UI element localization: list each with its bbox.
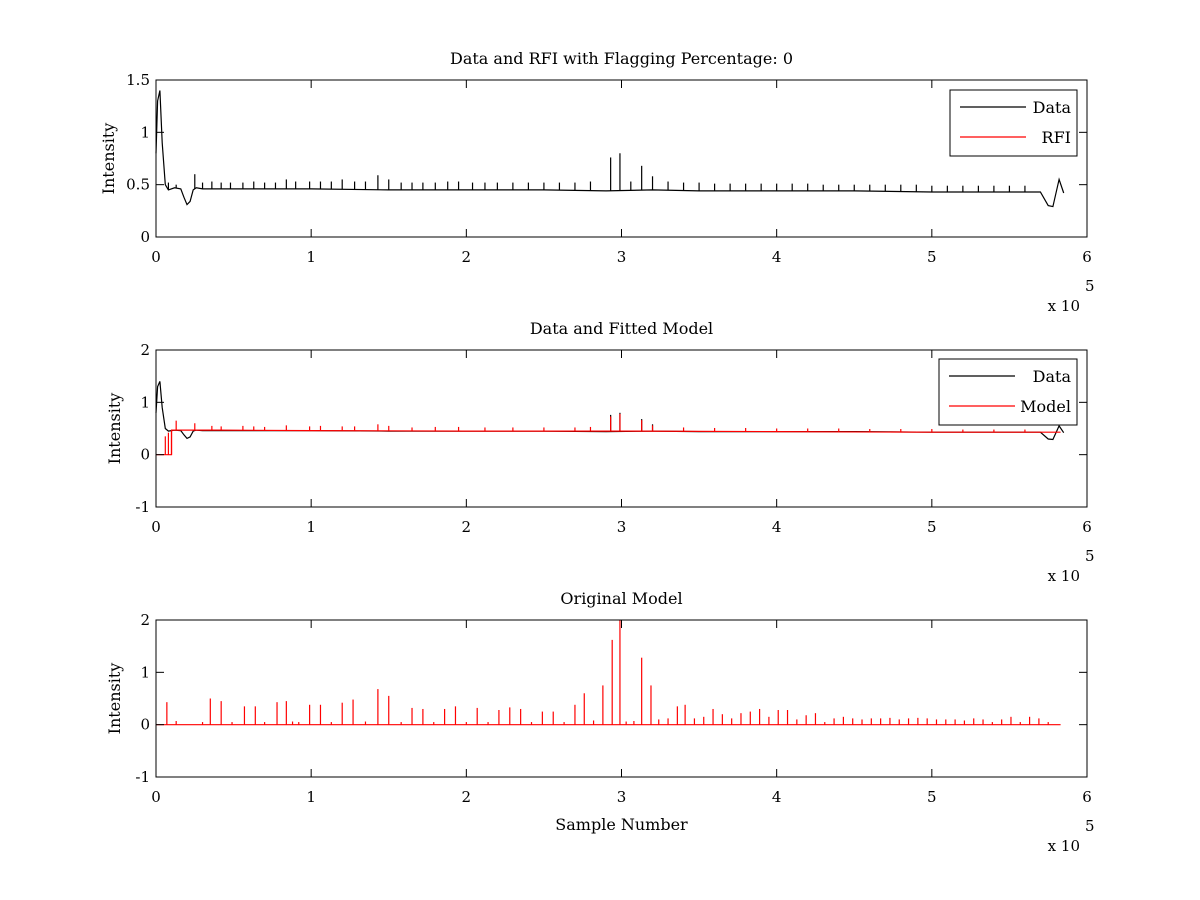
chart-title: Data and RFI with Flagging Percentage: 0 [450, 49, 793, 68]
x-exponent-prefix: x 10 [1048, 837, 1080, 855]
x-tick-label: 3 [617, 248, 627, 266]
x-tick-label: 6 [1082, 788, 1092, 806]
y-tick-label: 0.5 [126, 176, 150, 194]
y-tick-label: 2 [140, 341, 150, 359]
x-exponent: 5 [1085, 277, 1095, 295]
x-tick-label: 4 [772, 788, 782, 806]
y-axis-label: Intensity [99, 123, 118, 195]
y-tick-label: 1.5 [126, 71, 150, 89]
x-axis-label: Sample Number [555, 815, 688, 834]
y-tick-label: 1 [140, 663, 150, 681]
legend-label-data: Data [1033, 98, 1072, 117]
axes-box [155, 619, 1088, 778]
y-tick-label: 1 [140, 123, 150, 141]
x-tick-label: 6 [1082, 518, 1092, 536]
series-model-line [156, 620, 1061, 726]
x-tick-label: 0 [151, 518, 161, 536]
x-tick-label: 2 [462, 248, 472, 266]
legend: Data Model [938, 358, 1078, 426]
x-exponent: 5 [1085, 817, 1095, 835]
legend-label-data: Data [1033, 367, 1072, 386]
x-tick-label: 4 [772, 248, 782, 266]
axes-box [155, 79, 1088, 238]
series-model-line [156, 413, 1061, 456]
x-tick-label: 1 [306, 788, 316, 806]
x-tick-label: 1 [306, 248, 316, 266]
legend-label-model: Model [1020, 397, 1071, 416]
x-tick-label: 3 [617, 788, 627, 806]
legend-box [938, 358, 1078, 426]
series-data-line [155, 90, 1065, 208]
x-tick-label: 6 [1082, 248, 1092, 266]
x-tick-label: 4 [772, 518, 782, 536]
subplot-1: Data and RFI with Flagging Percentage: 0… [99, 49, 1095, 315]
chart-title: Data and Fitted Model [530, 319, 713, 338]
legend: Data RFI [949, 89, 1078, 157]
x-tick-label: 0 [151, 248, 161, 266]
x-tick-label: 5 [927, 788, 937, 806]
y-tick-label: 0 [140, 716, 150, 734]
y-axis-label: Intensity [105, 663, 124, 735]
y-tick-label: 2 [140, 611, 150, 629]
y-tick-label: 0 [140, 446, 150, 464]
legend-box [949, 89, 1078, 157]
y-tick-label: 1 [140, 393, 150, 411]
legend-label-rfi: RFI [1042, 128, 1071, 147]
x-exponent: 5 [1085, 547, 1095, 565]
series-path [155, 90, 1065, 208]
x-tick-label: 1 [306, 518, 316, 536]
x-tick-label: 5 [927, 518, 937, 536]
y-tick-label: -1 [135, 768, 150, 786]
y-tick-label: -1 [135, 498, 150, 516]
x-tick-label: 2 [462, 788, 472, 806]
y-tick-label: 0 [140, 228, 150, 246]
x-tick-label: 3 [617, 518, 627, 536]
x-exponent-prefix: x 10 [1048, 297, 1080, 315]
x-tick-label: 2 [462, 518, 472, 536]
x-tick-label: 0 [151, 788, 161, 806]
x-exponent-prefix: x 10 [1048, 567, 1080, 585]
series-path [156, 429, 1061, 456]
y-axis-label: Intensity [105, 393, 124, 465]
chart-title: Original Model [560, 589, 682, 608]
x-tick-label: 5 [927, 248, 937, 266]
